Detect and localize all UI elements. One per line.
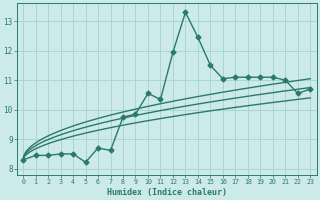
X-axis label: Humidex (Indice chaleur): Humidex (Indice chaleur) xyxy=(107,188,227,197)
